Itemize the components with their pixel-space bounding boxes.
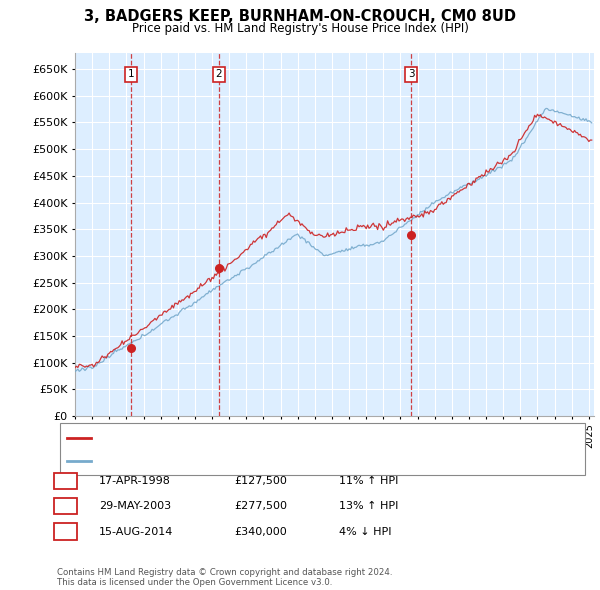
- Text: 15-AUG-2014: 15-AUG-2014: [99, 527, 173, 536]
- Text: 2: 2: [216, 70, 223, 80]
- Text: This data is licensed under the Open Government Licence v3.0.: This data is licensed under the Open Gov…: [57, 578, 332, 587]
- Text: 29-MAY-2003: 29-MAY-2003: [99, 502, 171, 511]
- Text: 4% ↓ HPI: 4% ↓ HPI: [339, 527, 391, 536]
- Text: 13% ↑ HPI: 13% ↑ HPI: [339, 502, 398, 511]
- Text: Price paid vs. HM Land Registry's House Price Index (HPI): Price paid vs. HM Land Registry's House …: [131, 22, 469, 35]
- Text: 11% ↑ HPI: 11% ↑ HPI: [339, 476, 398, 486]
- Text: 3, BADGERS KEEP, BURNHAM-ON-CROUCH, CM0 8UD: 3, BADGERS KEEP, BURNHAM-ON-CROUCH, CM0 …: [84, 9, 516, 24]
- Text: £277,500: £277,500: [234, 502, 287, 511]
- Text: Contains HM Land Registry data © Crown copyright and database right 2024.: Contains HM Land Registry data © Crown c…: [57, 568, 392, 577]
- Text: 3: 3: [408, 70, 415, 80]
- Text: 3: 3: [62, 527, 69, 536]
- Text: £340,000: £340,000: [234, 527, 287, 536]
- Text: 3, BADGERS KEEP, BURNHAM-ON-CROUCH, CM0 8UD (detached house): 3, BADGERS KEEP, BURNHAM-ON-CROUCH, CM0 …: [95, 432, 451, 442]
- Text: 2: 2: [62, 502, 69, 511]
- Text: 17-APR-1998: 17-APR-1998: [99, 476, 171, 486]
- Text: £127,500: £127,500: [234, 476, 287, 486]
- Text: 1: 1: [128, 70, 134, 80]
- Text: 1: 1: [62, 476, 69, 486]
- Text: HPI: Average price, detached house, Maldon: HPI: Average price, detached house, Mald…: [95, 456, 316, 466]
